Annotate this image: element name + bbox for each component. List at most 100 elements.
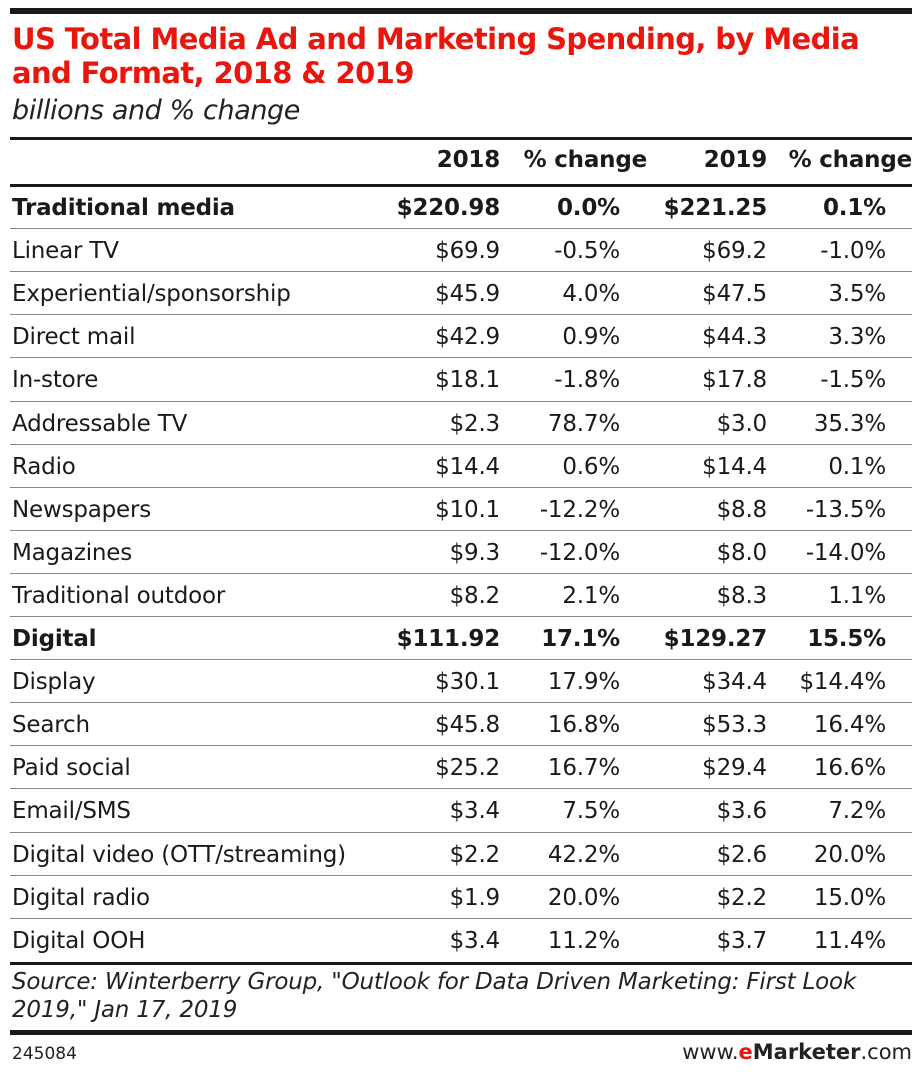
value-2018: $3.4 [449, 798, 501, 824]
section-label: Traditional media [12, 195, 235, 221]
row-divider [10, 444, 912, 445]
header-bottom-rule [10, 184, 912, 187]
change-2018: 17.9% [547, 669, 620, 695]
row-label: Digital video (OTT/streaming) [12, 842, 346, 868]
row-divider [10, 875, 912, 876]
change-2018: 2.1% [562, 583, 620, 609]
row-divider [10, 702, 912, 703]
change-2019: 35.3% [813, 411, 886, 437]
value-2019: $3.7 [716, 928, 768, 954]
row-divider [10, 659, 912, 660]
value-2019: $2.2 [716, 885, 768, 911]
change-2019: 0.1% [828, 454, 886, 480]
change-2019: -14.0% [805, 540, 886, 566]
value-2019: $3.6 [716, 798, 768, 824]
change-2018: -1.8% [554, 367, 620, 393]
value-2018: $2.2 [449, 842, 501, 868]
chart-id: 245084 [12, 1044, 77, 1064]
value-2018: $45.9 [435, 281, 500, 307]
row-divider [10, 401, 912, 402]
brand-prefix: www. [682, 1040, 739, 1064]
change-2018: 17.1% [541, 626, 620, 652]
value-2019: $29.4 [702, 755, 767, 781]
change-2019: 0.1% [823, 195, 886, 221]
value-2018: $30.1 [435, 669, 500, 695]
value-2018: $14.4 [435, 454, 500, 480]
value-2019: $53.3 [702, 712, 767, 738]
value-2018: $8.2 [449, 583, 501, 609]
row-divider [10, 832, 912, 833]
row-label: Direct mail [12, 324, 136, 350]
row-divider [10, 918, 912, 919]
value-2019: $221.25 [663, 195, 768, 221]
table-bottom-rule [10, 962, 912, 965]
row-label: Email/SMS [12, 798, 131, 824]
change-2018: 42.2% [547, 842, 620, 868]
source-note: Source: Winterberry Group, "Outlook for … [12, 969, 857, 1023]
chart-title: US Total Media Ad and Marketing Spending… [12, 22, 860, 90]
value-2019: $3.0 [716, 411, 768, 437]
change-2018: -12.0% [539, 540, 620, 566]
row-divider [10, 228, 912, 229]
row-label: Digital radio [12, 885, 150, 911]
change-2018: 7.5% [562, 798, 620, 824]
change-2018: 16.8% [547, 712, 620, 738]
row-divider [10, 573, 912, 574]
change-2019: 1.1% [828, 583, 886, 609]
change-2018: 16.7% [547, 755, 620, 781]
section-label: Digital [12, 626, 97, 652]
row-divider [10, 788, 912, 789]
change-2018: -12.2% [539, 497, 620, 523]
row-label: Digital OOH [12, 928, 146, 954]
row-divider [10, 357, 912, 358]
value-2019: $129.27 [663, 626, 768, 652]
row-label: Radio [12, 454, 76, 480]
change-2019: 20.0% [813, 842, 886, 868]
change-2019: 3.3% [828, 324, 886, 350]
row-divider [10, 616, 912, 617]
value-2018: $220.98 [396, 195, 501, 221]
row-label: Search [12, 712, 90, 738]
change-2018: 0.6% [562, 454, 620, 480]
change-2019: 16.4% [813, 712, 886, 738]
row-label: Addressable TV [12, 411, 188, 437]
change-2019: 15.0% [813, 885, 886, 911]
change-2018: 20.0% [547, 885, 620, 911]
row-label: Linear TV [12, 238, 119, 264]
change-2019: $14.4% [799, 669, 887, 695]
value-2018: $42.9 [435, 324, 500, 350]
row-label: Paid social [12, 755, 131, 781]
value-2018: $69.9 [435, 238, 500, 264]
value-2019: $8.3 [716, 583, 768, 609]
value-2019: $34.4 [702, 669, 767, 695]
change-2019: 16.6% [813, 755, 886, 781]
row-label: Experiential/sponsorship [12, 281, 291, 307]
brand-marketer: Marketer [752, 1040, 861, 1064]
value-2019: $44.3 [702, 324, 767, 350]
column-header: % change [523, 147, 648, 173]
change-2018: 11.2% [547, 928, 620, 954]
change-2018: 78.7% [547, 411, 620, 437]
change-2019: 15.5% [807, 626, 886, 652]
value-2018: $25.2 [435, 755, 500, 781]
row-label: Magazines [12, 540, 133, 566]
value-2019: $8.8 [716, 497, 768, 523]
column-header: % change [788, 147, 913, 173]
value-2019: $69.2 [702, 238, 767, 264]
brand-e: e [738, 1040, 753, 1064]
value-2019: $8.0 [716, 540, 768, 566]
change-2018: -0.5% [554, 238, 620, 264]
value-2018: $9.3 [449, 540, 501, 566]
change-2019: -1.0% [820, 238, 886, 264]
change-2019: -13.5% [805, 497, 886, 523]
row-label: Traditional outdoor [12, 583, 226, 609]
change-2019: 11.4% [813, 928, 886, 954]
header-top-rule [10, 137, 912, 140]
row-divider [10, 487, 912, 488]
value-2018: $45.8 [435, 712, 500, 738]
value-2018: $2.3 [449, 411, 501, 437]
change-2018: 0.0% [557, 195, 620, 221]
emarketer-logo: www.eMarketer.com [682, 1040, 912, 1064]
bottom-rule [10, 1030, 912, 1035]
row-divider [10, 314, 912, 315]
